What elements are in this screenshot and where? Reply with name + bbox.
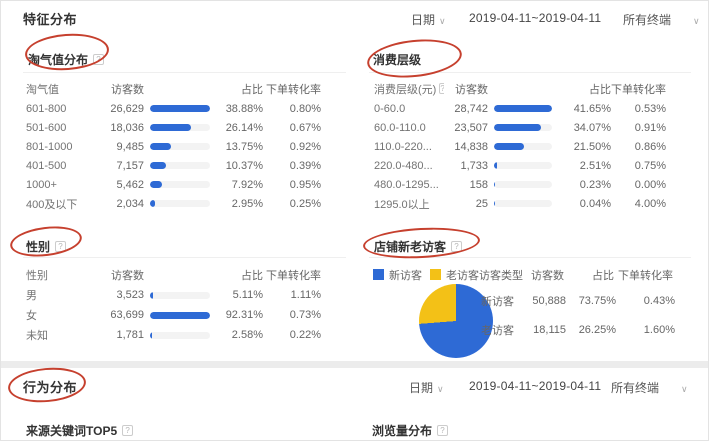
- gender-card-title: 性别 ?: [26, 238, 67, 255]
- pageview-distribution-title: 浏览量分布 ?: [372, 422, 449, 439]
- bar: [494, 124, 542, 131]
- col-header: 下单转化率: [611, 83, 666, 96]
- col-header: 性别: [26, 269, 48, 282]
- table-row: 220.0-480... 1,733 2.51% 0.75%: [374, 159, 666, 172]
- gender-card: 性别 ? 性别 访客数 占比 下单转化率 男 3,523 5.11% 1.11%…: [23, 229, 346, 351]
- bar: [150, 331, 152, 339]
- table-row: 401-500 7,157 10.37% 0.39%: [26, 159, 321, 172]
- col-header: 下单转化率: [618, 270, 673, 282]
- consumption-card-title: 消费层级: [373, 51, 421, 68]
- behavior-date-dropdown[interactable]: 日期 ∨: [409, 379, 444, 396]
- visitor-pie-chart: [419, 284, 493, 358]
- chevron-down-icon: ∨: [693, 16, 700, 26]
- table-row: 新访客 50,888 73.75% 0.43%: [481, 295, 675, 308]
- taoqi-card: 淘气值分布 ? 淘气值 访客数 占比 下单转化率 601-800 26,629 …: [23, 37, 346, 213]
- bar: [494, 105, 552, 112]
- visitor-type-card: 店铺新老访客 ? 新访客 老访客 访客类型 访客数 占比 下单转化率 新访客 5…: [369, 229, 691, 361]
- col-header: 访客数: [111, 269, 144, 282]
- table-row: 601-800 26,629 38.88% 0.80%: [26, 102, 321, 115]
- feature-date-label: 日期: [411, 13, 436, 27]
- bar: [150, 105, 210, 112]
- behavior-terminal-label: 所有终端: [611, 381, 660, 395]
- col-header: 淘气值: [26, 83, 59, 96]
- bar: [494, 162, 498, 169]
- visitor-table-header: 访客类型 访客数 占比 下单转化率: [479, 267, 673, 283]
- taoqi-table-header: 淘气值 访客数 占比 下单转化率: [23, 79, 346, 98]
- table-row: 1000+ 5,462 7.92% 0.95%: [26, 178, 321, 191]
- visitor-card-title: 店铺新老访客 ?: [374, 238, 463, 255]
- behavior-terminal-dropdown[interactable]: 所有终端 ∨: [611, 379, 688, 396]
- visitor-title-text: 店铺新老访客: [374, 240, 447, 254]
- divider: [23, 257, 346, 258]
- legend-swatch-new: [373, 269, 384, 280]
- col-header: 访客数: [455, 83, 488, 96]
- help-icon[interactable]: ?: [122, 425, 134, 436]
- col-header: 下单转化率: [266, 83, 321, 96]
- legend-item-old: 老访客: [430, 267, 479, 283]
- chevron-down-icon: ∨: [681, 384, 688, 394]
- taoqi-title-text: 淘气值分布: [28, 53, 89, 67]
- table-row: 400及以下 2,034 2.95% 0.25%: [26, 197, 321, 211]
- table-row: 老访客 18,115 26.25% 1.60%: [481, 324, 675, 337]
- source-keywords-title: 来源关键词TOP5 ?: [26, 422, 134, 439]
- help-icon[interactable]: ?: [451, 241, 463, 252]
- table-row: 480.0-1295... 158 0.23% 0.00%: [374, 178, 666, 191]
- feature-section-title: 特征分布: [23, 12, 78, 27]
- bar: [150, 291, 154, 299]
- bar: [150, 181, 163, 188]
- col-header: 消费层级(元): [374, 83, 437, 96]
- help-icon[interactable]: ?: [439, 83, 444, 94]
- feature-date-dropdown[interactable]: 日期 ∨: [411, 11, 446, 28]
- table-row: 110.0-220... 14,838 21.50% 0.86%: [374, 140, 666, 153]
- table-row: 0-60.0 28,742 41.65% 0.53%: [374, 102, 666, 115]
- table-row: 801-1000 9,485 13.75% 0.92%: [26, 140, 321, 153]
- chevron-down-icon: ∨: [439, 16, 446, 26]
- consumption-card: 消费层级 消费层级(元)? 访客数 占比 下单转化率 0-60.0 28,742…: [369, 37, 691, 213]
- behavior-date-label: 日期: [409, 381, 434, 395]
- bar: [150, 200, 155, 207]
- feature-terminal-dropdown[interactable]: 所有终端 ∨: [623, 11, 700, 28]
- legend-item-new: 新访客: [373, 267, 422, 283]
- table-row: 501-600 18,036 26.14% 0.67%: [26, 121, 321, 134]
- col-header: 占比: [589, 83, 611, 96]
- bar: [150, 162, 167, 169]
- section-separator: [1, 361, 708, 368]
- bar: [494, 143, 524, 150]
- bar: [150, 311, 210, 319]
- divider: [369, 257, 691, 258]
- help-icon[interactable]: ?: [93, 54, 105, 65]
- bar: [150, 124, 191, 131]
- col-header: 占比: [241, 83, 263, 96]
- bar: [150, 143, 172, 150]
- taoqi-card-title: 淘气值分布 ?: [28, 51, 105, 68]
- table-row: 未知 1,781 2.58% 0.22%: [26, 329, 321, 342]
- col-header: 访客类型: [479, 270, 523, 282]
- col-header: 占比: [241, 269, 263, 282]
- table-row: 60.0-110.0 23,507 34.07% 0.91%: [374, 121, 666, 134]
- pie-legend: 新访客 老访客: [373, 267, 479, 283]
- col-header: 下单转化率: [266, 269, 321, 282]
- col-header: 访客数: [531, 270, 564, 282]
- consumption-table-header: 消费层级(元)? 访客数 占比 下单转化率: [369, 79, 691, 98]
- feature-date-range[interactable]: 2019-04-11~2019-04-11: [469, 11, 602, 25]
- divider: [369, 72, 691, 73]
- chevron-down-icon: ∨: [437, 384, 444, 394]
- table-row: 男 3,523 5.11% 1.11%: [26, 289, 321, 302]
- col-header: 访客数: [111, 83, 144, 96]
- divider: [23, 72, 346, 73]
- behavior-date-range[interactable]: 2019-04-11~2019-04-11: [469, 379, 602, 393]
- col-header: 占比: [592, 270, 614, 282]
- gender-table-header: 性别 访客数 占比 下单转化率: [23, 265, 346, 284]
- consumption-title-text: 消费层级: [373, 53, 422, 67]
- gender-title-text: 性别: [26, 240, 51, 254]
- table-row: 女 63,699 92.31% 0.73%: [26, 309, 321, 322]
- legend-swatch-old: [430, 269, 441, 280]
- help-icon[interactable]: ?: [437, 425, 449, 436]
- table-row: 1295.0以上 25 0.04% 4.00%: [374, 197, 666, 211]
- help-icon[interactable]: ?: [55, 241, 67, 252]
- feature-terminal-label: 所有终端: [623, 13, 672, 27]
- behavior-section-title: 行为分布: [23, 380, 78, 395]
